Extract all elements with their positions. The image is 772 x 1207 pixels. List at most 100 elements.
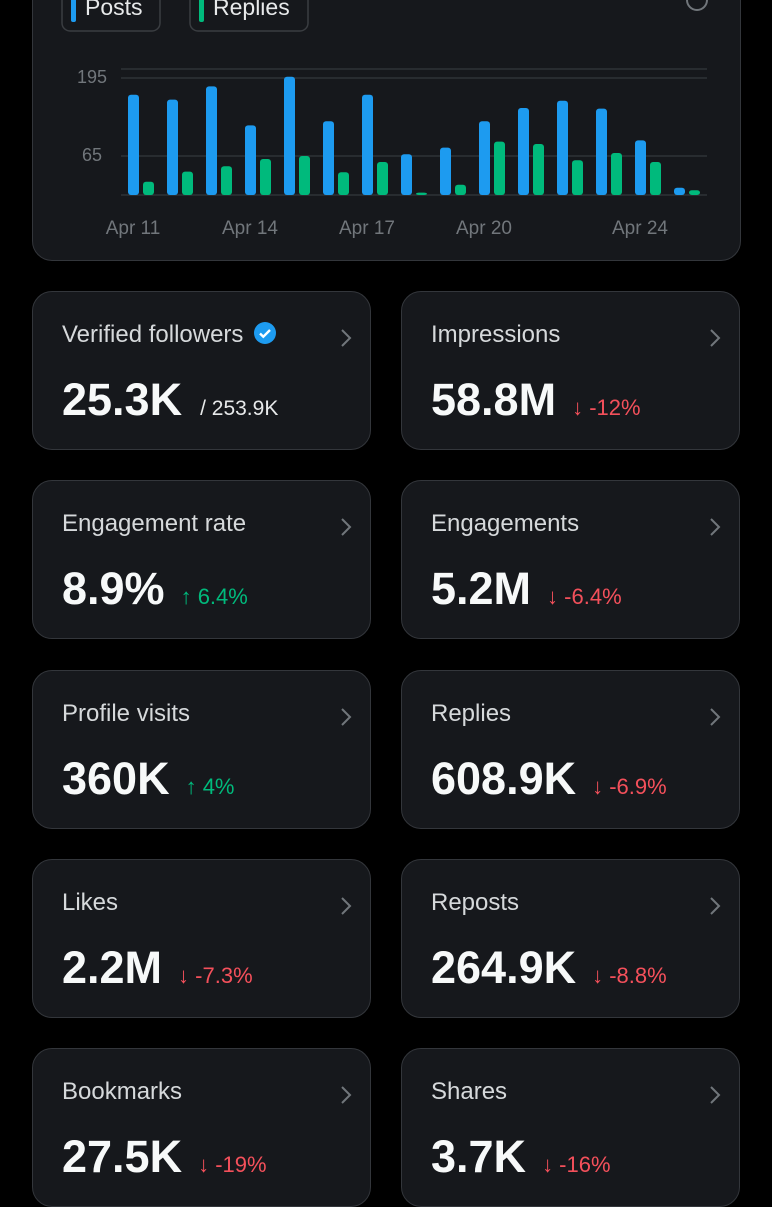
bar xyxy=(494,141,505,195)
chevron xyxy=(710,707,721,726)
chevron xyxy=(341,1086,352,1104)
bar xyxy=(338,172,349,195)
metric-label: Likes xyxy=(62,888,119,916)
metric-number: 2.2M xyxy=(62,941,163,993)
metric-value: 264.9K ↓ -8.8% xyxy=(431,942,667,994)
bar xyxy=(284,76,295,195)
metric-label: Engagements xyxy=(431,510,580,538)
metric-card[interactable]: Engagements 5.2M ↓ -6.4% xyxy=(401,480,740,640)
metric-label: Replies xyxy=(431,699,512,727)
metric-label: Reposts xyxy=(431,888,520,916)
x-tick-label: Apr 24 xyxy=(612,218,668,239)
metric-number: 360K xyxy=(62,752,170,804)
bar xyxy=(635,140,646,195)
metric-value: 360K ↑ 4% xyxy=(62,753,235,805)
metric-value: 3.7K ↓ -16% xyxy=(431,1131,611,1183)
chart: 65 195 Posts Replies Apr 11 Apr 14 Apr 17 Apr 2… xyxy=(61,0,708,239)
bar xyxy=(572,160,583,195)
bar xyxy=(143,181,154,195)
x-tick-label: Apr 17 xyxy=(339,218,395,239)
metric-card[interactable]: Engagement rate 8.9% ↑ 6.4% xyxy=(32,480,371,640)
chart-card xyxy=(32,0,741,261)
metric-value: 608.9K ↓ -6.9% xyxy=(431,753,667,805)
metric-change: ↓ -6.4% xyxy=(547,584,622,610)
metric-change: ↓ -19% xyxy=(198,1152,267,1178)
metric-change: ↓ -8.8% xyxy=(592,962,667,988)
metric-change: ↑ 4% xyxy=(185,773,235,799)
chevron xyxy=(710,329,721,347)
bar xyxy=(260,159,271,195)
y-tick-label: 195 xyxy=(77,67,107,87)
bar xyxy=(557,100,568,195)
metric-card[interactable]: Profile visits 360K ↑ 4% xyxy=(32,669,371,829)
bar xyxy=(689,190,700,195)
metric-label: Verified followers xyxy=(62,321,277,349)
metric-change: ↓ -12% xyxy=(572,395,641,420)
metric-card[interactable]: Replies 608.9K ↓ -6.9% xyxy=(401,669,740,829)
metric-label: Bookmarks xyxy=(62,1078,183,1106)
bar xyxy=(440,147,451,195)
x-tick-label: Apr 11 xyxy=(106,218,161,239)
info-icon[interactable] xyxy=(686,0,708,11)
metric-total: / 253.9K xyxy=(200,397,279,420)
bar xyxy=(611,153,622,195)
chevron xyxy=(341,897,352,915)
metric-change: ↑ 6.4% xyxy=(180,584,248,610)
metric-number: 3.7K xyxy=(431,1131,527,1183)
chevron xyxy=(710,1086,721,1104)
chevron xyxy=(710,518,721,537)
legend-label: Replies xyxy=(213,0,290,20)
legend-swatch xyxy=(199,0,204,22)
metric-label: Engagement rate xyxy=(62,510,247,538)
metric-value: 8.9% ↑ 6.4% xyxy=(62,563,248,615)
metric-number: 5.2M xyxy=(431,563,532,615)
metric-number: 25.3K xyxy=(62,374,183,425)
bar xyxy=(323,121,334,195)
metric-label: Shares xyxy=(431,1078,508,1106)
metric-card[interactable]: Impressions 58.8M ↓ -12% xyxy=(401,291,740,450)
chevron xyxy=(341,707,352,726)
metric-card[interactable]: Bookmarks 27.5K ↓ -19% xyxy=(32,1048,371,1207)
bar xyxy=(416,192,427,195)
legend-chip xyxy=(61,0,161,32)
metric-value: 27.5K ↓ -19% xyxy=(62,1131,267,1183)
bar xyxy=(533,144,544,195)
bar xyxy=(401,154,412,195)
metric-number: 608.9K xyxy=(431,752,577,804)
bar xyxy=(479,121,490,195)
metric-label: Impressions xyxy=(431,321,561,348)
metric-change: ↓ -7.3% xyxy=(178,962,253,988)
metric-number: 8.9% xyxy=(62,563,165,615)
metric-number: 27.5K xyxy=(62,1131,183,1183)
metric-card[interactable]: Verified followers 25.3K / 253.9K xyxy=(32,291,371,450)
bar xyxy=(299,156,310,195)
metric-number: 264.9K xyxy=(431,941,577,993)
chevron xyxy=(341,329,352,347)
bar xyxy=(245,125,256,195)
bar xyxy=(167,99,178,195)
legend-chip xyxy=(189,0,309,32)
x-tick-label: Apr 14 xyxy=(222,218,278,239)
bar xyxy=(206,86,217,195)
metric-value: 2.2M ↓ -7.3% xyxy=(62,942,253,994)
metric-label: Profile visits xyxy=(62,699,191,727)
bar xyxy=(182,171,193,195)
metric-card[interactable]: Reposts 264.9K ↓ -8.8% xyxy=(401,858,740,1018)
metric-change: ↓ -16% xyxy=(542,1152,611,1178)
metric-number: 58.8M xyxy=(431,374,557,425)
metric-card[interactable]: Shares 3.7K ↓ -16% xyxy=(401,1048,740,1207)
legend-swatch xyxy=(71,0,76,22)
bar xyxy=(455,184,466,195)
bar xyxy=(377,162,388,195)
legend-label: Posts xyxy=(85,0,143,20)
chevron xyxy=(710,897,721,915)
metric-card[interactable]: Likes 2.2M ↓ -7.3% xyxy=(32,858,371,1018)
verified-badge xyxy=(254,322,277,344)
bar xyxy=(596,108,607,195)
metric-value: 5.2M ↓ -6.4% xyxy=(431,563,622,615)
bar xyxy=(221,166,232,195)
bar xyxy=(518,108,529,195)
metric-value: 58.8M ↓ -12% xyxy=(431,374,641,426)
metric-value: 25.3K / 253.9K xyxy=(62,374,278,426)
